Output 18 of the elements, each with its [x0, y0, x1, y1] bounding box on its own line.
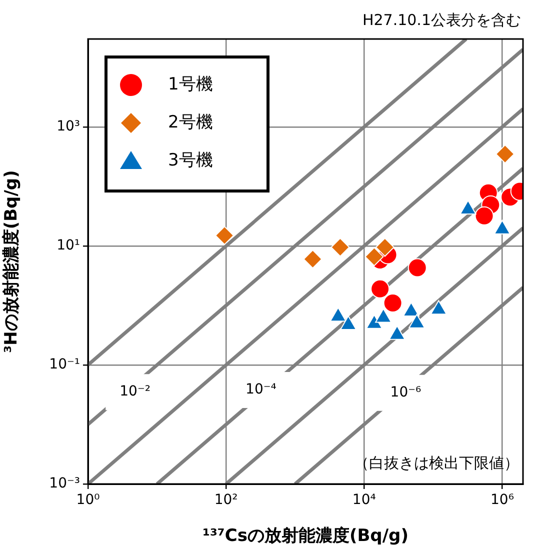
legend-label: 3号機 [168, 150, 213, 170]
x-tick-label: 10⁰ [76, 492, 100, 508]
x-tick-label: 10⁶ [490, 492, 514, 508]
y-tick-label: 10³ [56, 118, 80, 135]
y-tick-label: 10⁻¹ [49, 356, 80, 373]
text: H27.10.1公表分を含む [362, 10, 521, 29]
y-tick-label: 10⁻³ [49, 476, 80, 492]
annotation: 10⁻² [120, 384, 150, 400]
y-tick-label: 10¹ [56, 238, 80, 254]
x-tick-label: 10² [214, 492, 238, 508]
x-tick-label: 10⁴ [352, 492, 376, 508]
legend-label: 2号機 [168, 112, 213, 132]
legend-label: 1号機 [168, 74, 213, 94]
annotation: 10⁻⁶ [390, 384, 422, 400]
x-axis-title: ¹³⁷Csの放射能濃度(Bq/g) [202, 526, 408, 546]
annotation: 10⁻⁴ [246, 382, 277, 398]
annotation: （白抜きは検出下限値） [354, 454, 519, 472]
y-axis-title: ³Hの放射能濃度(Bq/g) [2, 170, 22, 353]
